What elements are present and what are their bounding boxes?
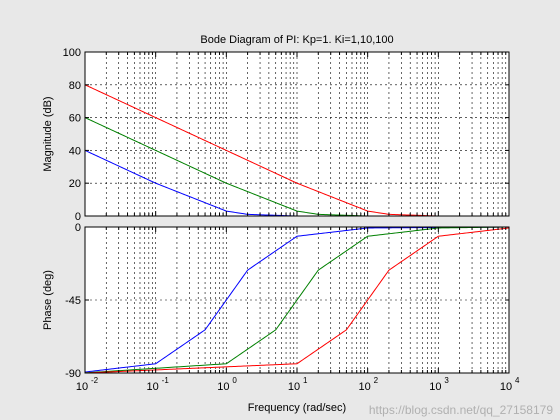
chart-title: Bode Diagram of PI: Kp=1. Ki=1,10,100 <box>200 34 393 46</box>
phase-y-label: Phase (deg) <box>42 270 54 330</box>
magnitude-y-ticks: 0 20 40 60 80 100 <box>63 47 509 223</box>
y-tick-label: 100 <box>63 47 81 59</box>
x-tick-exponent: 0 <box>232 376 237 385</box>
y-tick-label: 40 <box>69 145 81 157</box>
y-tick-label: 60 <box>69 113 81 125</box>
y-tick-label: 0 <box>75 222 81 234</box>
x-tick-exponent: 1 <box>303 376 308 385</box>
y-tick-label: 20 <box>69 178 81 190</box>
x-tick-label: 10 <box>217 381 229 393</box>
phase-y-ticks: -90 -45 0 <box>65 222 509 380</box>
y-tick-label: -90 <box>65 368 81 380</box>
x-tick-exponent: -1 <box>162 376 170 385</box>
phase-panel: -90 -45 0 Phase (deg) <box>42 222 510 380</box>
watermark-text: https://blog.csdn.net/qq_27158179 <box>369 403 553 417</box>
x-tick-label: 10 <box>429 381 441 393</box>
x-tick-label: 10 <box>288 381 300 393</box>
y-tick-label: 80 <box>69 80 81 92</box>
y-tick-label: -45 <box>65 295 81 307</box>
x-tick-exponent: -2 <box>91 376 99 385</box>
x-tick-label: 10 <box>500 381 512 393</box>
x-tick-exponent: 4 <box>515 376 520 385</box>
x-tick-label: 10 <box>359 381 371 393</box>
x-tick-label: 10 <box>147 381 159 393</box>
frequency-x-label: Frequency (rad/sec) <box>248 402 346 414</box>
magnitude-y-label: Magnitude (dB) <box>42 96 54 171</box>
y-tick-label: 0 <box>75 211 81 223</box>
magnitude-panel: 0 20 40 60 80 100 Magnitude (dB) <box>42 47 510 223</box>
x-tick-exponent: 3 <box>444 376 449 385</box>
x-tick-exponent: 2 <box>374 376 379 385</box>
x-tick-label: 10 <box>76 381 88 393</box>
phase-grid <box>85 227 509 373</box>
